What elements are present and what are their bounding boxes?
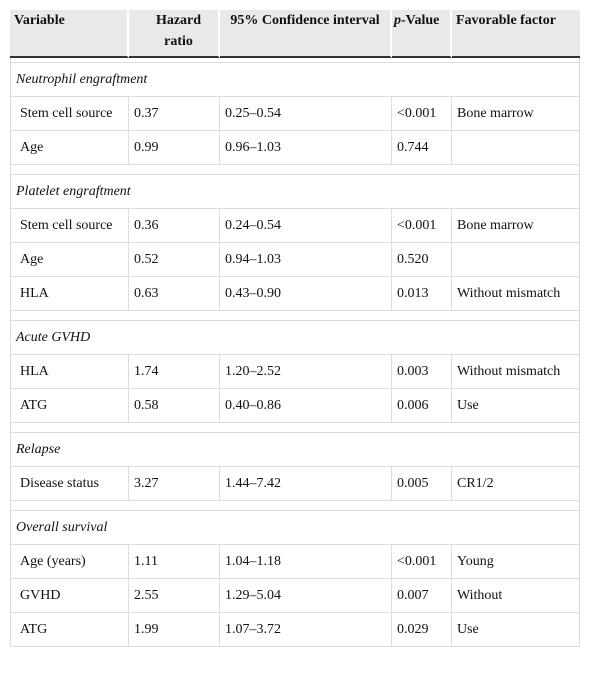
section-row: Neutrophil engraftment bbox=[10, 63, 580, 97]
table-cell: <0.001 bbox=[392, 545, 452, 579]
table-cell: Bone marrow bbox=[452, 209, 580, 243]
table-cell: Disease status bbox=[10, 467, 129, 501]
spacer-row bbox=[10, 165, 580, 175]
data-row: ATG 0.58 0.40–0.86 0.006 Use bbox=[10, 389, 580, 423]
data-row: Age (years) 1.11 1.04–1.18 <0.001 Young bbox=[10, 545, 580, 579]
table-cell bbox=[452, 131, 580, 165]
spacer-cell bbox=[10, 423, 580, 433]
data-row: ATG 1.99 1.07–3.72 0.029 Use bbox=[10, 613, 580, 647]
spacer-row bbox=[10, 501, 580, 511]
header-cell: Variable bbox=[10, 10, 129, 58]
table-cell: Age bbox=[10, 243, 129, 277]
table-cell: 1.44–7.42 bbox=[220, 467, 392, 501]
table-cell: HLA bbox=[10, 277, 129, 311]
header-text: -Value bbox=[401, 13, 440, 28]
table-cell: 0.006 bbox=[392, 389, 452, 423]
table-cell: 1.29–5.04 bbox=[220, 579, 392, 613]
table-cell: 0.003 bbox=[392, 355, 452, 389]
spacer-row bbox=[10, 58, 580, 63]
table-cell: ATG bbox=[10, 613, 129, 647]
table-cell: 0.005 bbox=[392, 467, 452, 501]
table-cell: CR1/2 bbox=[452, 467, 580, 501]
spacer-row bbox=[10, 423, 580, 433]
table-cell: 0.63 bbox=[129, 277, 220, 311]
table-cell: 0.40–0.86 bbox=[220, 389, 392, 423]
header-cell: 95% Confidence interval bbox=[220, 10, 392, 58]
table-cell: Bone marrow bbox=[452, 97, 580, 131]
table-cell: 0.007 bbox=[392, 579, 452, 613]
spacer-row bbox=[10, 311, 580, 321]
spacer-cell bbox=[10, 501, 580, 511]
table-cell: 0.25–0.54 bbox=[220, 97, 392, 131]
section-title: Overall survival bbox=[10, 511, 580, 545]
table-cell: Stem cell source bbox=[10, 97, 129, 131]
table-cell: Without bbox=[452, 579, 580, 613]
table-cell: ATG bbox=[10, 389, 129, 423]
section-row: Acute GVHD bbox=[10, 321, 580, 355]
table-cell: Use bbox=[452, 613, 580, 647]
table-cell: Age (years) bbox=[10, 545, 129, 579]
spacer-cell bbox=[10, 58, 580, 63]
header-italic: p bbox=[394, 13, 401, 28]
section-row: Overall survival bbox=[10, 511, 580, 545]
table-cell: Use bbox=[452, 389, 580, 423]
table-header: Variable Hazard ratio 95% Confidence int… bbox=[10, 10, 580, 58]
table-cell: <0.001 bbox=[392, 209, 452, 243]
table-cell: Without mismatch bbox=[452, 355, 580, 389]
table-cell: 1.20–2.52 bbox=[220, 355, 392, 389]
section-title: Relapse bbox=[10, 433, 580, 467]
data-row: GVHD 2.55 1.29–5.04 0.007 Without bbox=[10, 579, 580, 613]
table-cell: 0.94–1.03 bbox=[220, 243, 392, 277]
data-row: Stem cell source 0.36 0.24–0.54 <0.001 Bone … bbox=[10, 209, 580, 243]
section-title: Acute GVHD bbox=[10, 321, 580, 355]
table-cell: 1.74 bbox=[129, 355, 220, 389]
spacer-cell bbox=[10, 165, 580, 175]
table-cell bbox=[452, 243, 580, 277]
section-title: Neutrophil engraftment bbox=[10, 63, 580, 97]
table-cell: 1.99 bbox=[129, 613, 220, 647]
table-cell: 3.27 bbox=[129, 467, 220, 501]
table-cell: <0.001 bbox=[392, 97, 452, 131]
table-cell: HLA bbox=[10, 355, 129, 389]
table-cell: Young bbox=[452, 545, 580, 579]
table-cell: 0.744 bbox=[392, 131, 452, 165]
table-cell: 0.013 bbox=[392, 277, 452, 311]
table-cell: 0.96–1.03 bbox=[220, 131, 392, 165]
header-cell: Favorable factor bbox=[452, 10, 580, 58]
section-row: Relapse bbox=[10, 433, 580, 467]
table-cell: 0.36 bbox=[129, 209, 220, 243]
data-row: HLA 0.63 0.43–0.90 0.013 Without mismatch bbox=[10, 277, 580, 311]
section-row: Platelet engraftment bbox=[10, 175, 580, 209]
table-cell: 0.24–0.54 bbox=[220, 209, 392, 243]
table-cell: Age bbox=[10, 131, 129, 165]
table-cell: 0.029 bbox=[392, 613, 452, 647]
table-cell: 1.04–1.18 bbox=[220, 545, 392, 579]
section-title: Platelet engraftment bbox=[10, 175, 580, 209]
data-row: Age 0.52 0.94–1.03 0.520 bbox=[10, 243, 580, 277]
data-row: Disease status 3.27 1.44–7.42 0.005 CR1/2 bbox=[10, 467, 580, 501]
table-cell: 0.58 bbox=[129, 389, 220, 423]
table-cell: 0.52 bbox=[129, 243, 220, 277]
table-body: Neutrophil engraftment Stem cell source 0.… bbox=[10, 58, 580, 647]
table-cell: 1.07–3.72 bbox=[220, 613, 392, 647]
table-cell: 0.43–0.90 bbox=[220, 277, 392, 311]
data-row: Stem cell source 0.37 0.25–0.54 <0.001 Bone … bbox=[10, 97, 580, 131]
data-row: Age 0.99 0.96–1.03 0.744 bbox=[10, 131, 580, 165]
table-cell: 0.520 bbox=[392, 243, 452, 277]
table-cell: 0.99 bbox=[129, 131, 220, 165]
header-cell: Hazard ratio bbox=[129, 10, 220, 58]
results-table: Variable Hazard ratio 95% Confidence int… bbox=[10, 10, 580, 647]
spacer-cell bbox=[10, 311, 580, 321]
data-row: HLA 1.74 1.20–2.52 0.003 Without mismatch bbox=[10, 355, 580, 389]
header-cell: p-Value bbox=[392, 10, 452, 58]
table-cell: Without mismatch bbox=[452, 277, 580, 311]
table-cell: 0.37 bbox=[129, 97, 220, 131]
table-cell: Stem cell source bbox=[10, 209, 129, 243]
table-cell: GVHD bbox=[10, 579, 129, 613]
table-cell: 1.11 bbox=[129, 545, 220, 579]
table-cell: 2.55 bbox=[129, 579, 220, 613]
